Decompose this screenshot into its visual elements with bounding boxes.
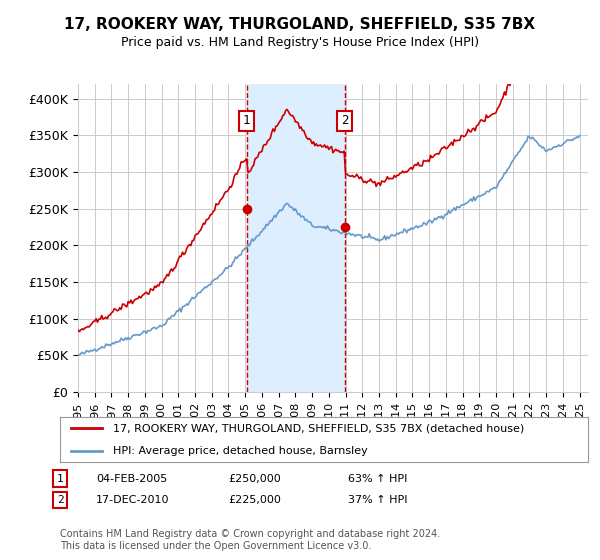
Text: 1: 1 bbox=[56, 474, 64, 484]
Text: 04-FEB-2005: 04-FEB-2005 bbox=[96, 474, 167, 484]
Text: Contains HM Land Registry data © Crown copyright and database right 2024.
This d: Contains HM Land Registry data © Crown c… bbox=[60, 529, 440, 551]
Text: 17-DEC-2010: 17-DEC-2010 bbox=[96, 495, 170, 505]
Text: 2: 2 bbox=[341, 114, 349, 128]
Text: Price paid vs. HM Land Registry's House Price Index (HPI): Price paid vs. HM Land Registry's House … bbox=[121, 36, 479, 49]
Text: 63% ↑ HPI: 63% ↑ HPI bbox=[348, 474, 407, 484]
Text: £225,000: £225,000 bbox=[228, 495, 281, 505]
Text: 17, ROOKERY WAY, THURGOLAND, SHEFFIELD, S35 7BX (detached house): 17, ROOKERY WAY, THURGOLAND, SHEFFIELD, … bbox=[113, 423, 524, 433]
Text: 1: 1 bbox=[243, 114, 250, 128]
Text: 2: 2 bbox=[56, 495, 64, 505]
Text: 37% ↑ HPI: 37% ↑ HPI bbox=[348, 495, 407, 505]
Text: 17, ROOKERY WAY, THURGOLAND, SHEFFIELD, S35 7BX: 17, ROOKERY WAY, THURGOLAND, SHEFFIELD, … bbox=[64, 17, 536, 32]
Text: HPI: Average price, detached house, Barnsley: HPI: Average price, detached house, Barn… bbox=[113, 446, 368, 456]
Text: £250,000: £250,000 bbox=[228, 474, 281, 484]
Bar bbox=[247, 84, 345, 392]
